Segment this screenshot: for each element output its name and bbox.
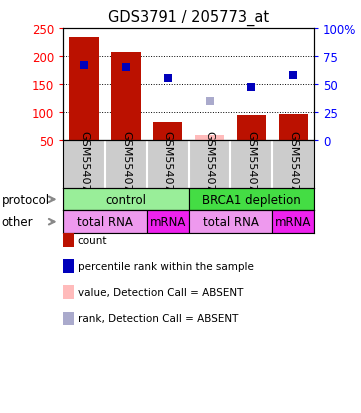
Text: protocol: protocol bbox=[2, 193, 50, 206]
Bar bbox=[147, 211, 188, 233]
Text: control: control bbox=[105, 193, 147, 206]
Bar bbox=[195, 136, 224, 141]
Text: total RNA: total RNA bbox=[203, 216, 258, 229]
Text: value, Detection Call = ABSENT: value, Detection Call = ABSENT bbox=[78, 287, 243, 297]
Text: rank, Detection Call = ABSENT: rank, Detection Call = ABSENT bbox=[78, 313, 238, 323]
Text: GSM554072: GSM554072 bbox=[121, 131, 131, 199]
Title: GDS3791 / 205773_at: GDS3791 / 205773_at bbox=[108, 10, 269, 26]
Text: mRNA: mRNA bbox=[275, 216, 311, 229]
Text: percentile rank within the sample: percentile rank within the sample bbox=[78, 261, 253, 271]
Bar bbox=[188, 189, 314, 211]
Bar bbox=[69, 38, 99, 141]
Bar bbox=[153, 123, 182, 141]
Text: GSM554070: GSM554070 bbox=[79, 131, 89, 198]
Text: GSM554071: GSM554071 bbox=[205, 131, 214, 198]
Bar bbox=[111, 52, 140, 141]
Text: other: other bbox=[2, 216, 34, 229]
Bar bbox=[188, 211, 272, 233]
Bar bbox=[279, 114, 308, 141]
Text: GSM554074: GSM554074 bbox=[163, 131, 173, 199]
Text: GSM554073: GSM554073 bbox=[246, 131, 256, 198]
Text: count: count bbox=[78, 235, 107, 245]
Bar bbox=[63, 189, 188, 211]
Text: GSM554075: GSM554075 bbox=[288, 131, 298, 198]
Bar bbox=[63, 211, 147, 233]
Text: total RNA: total RNA bbox=[77, 216, 133, 229]
Text: mRNA: mRNA bbox=[149, 216, 186, 229]
Bar bbox=[272, 211, 314, 233]
Text: BRCA1 depletion: BRCA1 depletion bbox=[202, 193, 301, 206]
Bar bbox=[237, 116, 266, 141]
